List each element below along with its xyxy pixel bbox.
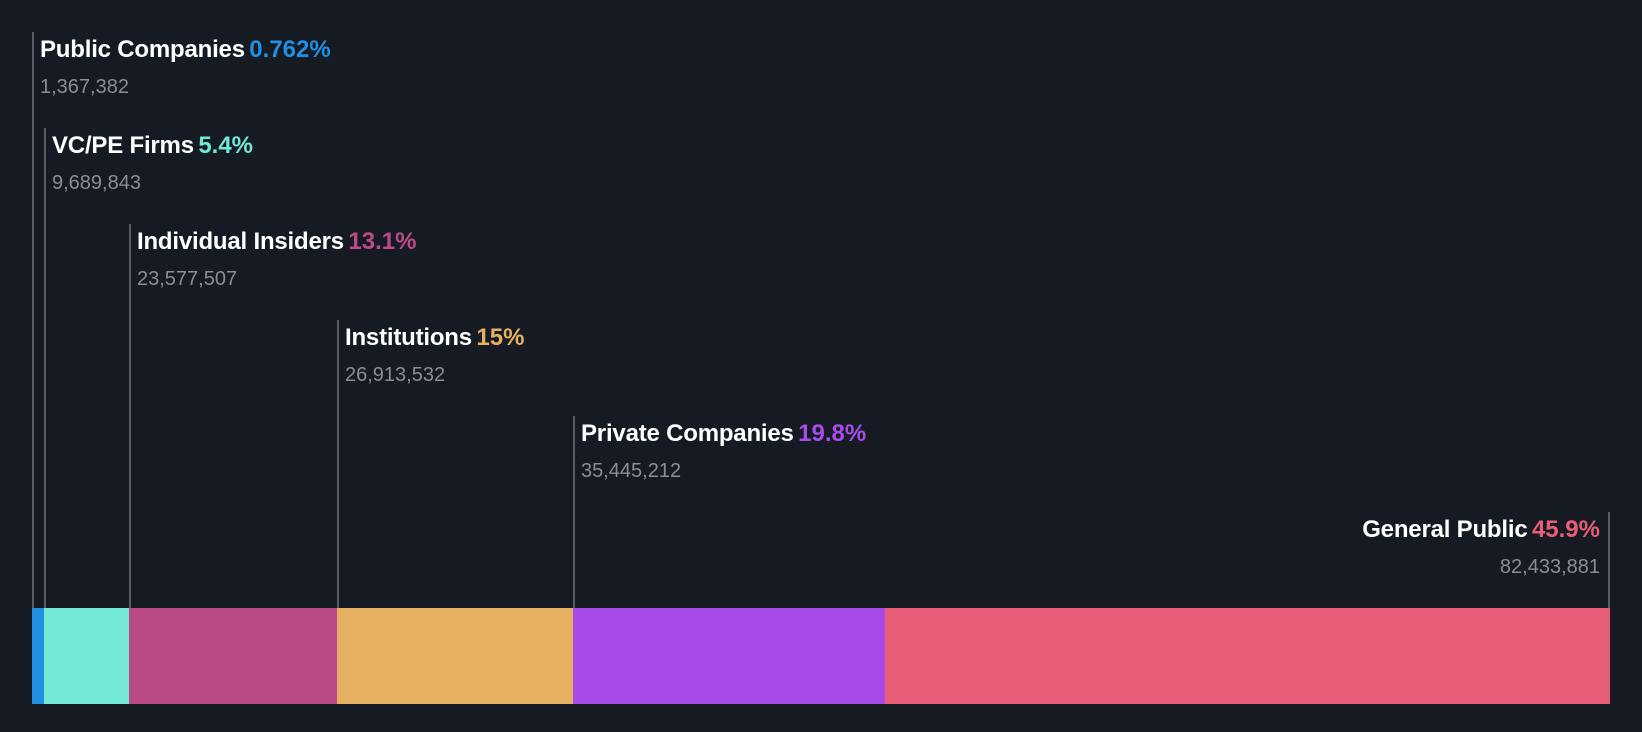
stacked-bar (32, 608, 1610, 704)
bar-segment-institutions[interactable] (337, 608, 573, 704)
segment-name: Public Companies (40, 36, 245, 63)
marker-line-institutions (337, 320, 339, 608)
segment-share-count: 26,913,532 (345, 364, 446, 386)
bar-segment-individual-insiders[interactable] (129, 608, 337, 704)
segment-share-count: 9,689,843 (52, 172, 141, 194)
bar-segment-private-companies[interactable] (573, 608, 885, 704)
segment-percent: 19.8% (798, 420, 867, 447)
label-private-companies: Private Companies 19.8% 35,445,212 (581, 420, 866, 483)
segment-share-count: 35,445,212 (581, 460, 682, 482)
bar-segment-vcpe-firms[interactable] (44, 608, 129, 704)
segment-name: VC/PE Firms (52, 132, 194, 159)
segment-name: General Public (1362, 516, 1528, 543)
bar-segment-general-public[interactable] (885, 608, 1610, 704)
segment-share-count: 23,577,507 (137, 268, 238, 290)
segment-percent: 0.762% (249, 36, 331, 63)
label-general-public: General Public 45.9% 82,433,881 (1362, 516, 1600, 579)
segment-name: Private Companies (581, 420, 794, 447)
bar-segment-public-companies[interactable] (32, 608, 44, 704)
segment-name: Institutions (345, 324, 472, 351)
label-public-companies: Public Companies 0.762% 1,367,382 (40, 36, 331, 99)
marker-line-vcpe-firms (44, 128, 46, 608)
segment-share-count: 1,367,382 (40, 76, 129, 98)
segment-percent: 13.1% (348, 228, 417, 255)
marker-line-general-public (1608, 512, 1610, 608)
label-institutions: Institutions 15% 26,913,532 (345, 324, 524, 387)
segment-name: Individual Insiders (137, 228, 344, 255)
segment-percent: 15% (476, 324, 525, 351)
label-individual-insiders: Individual Insiders 13.1% 23,577,507 (137, 228, 416, 291)
segment-share-count: 82,433,881 (1499, 556, 1600, 578)
marker-line-private-companies (573, 416, 575, 608)
segment-percent: 5.4% (198, 132, 254, 159)
marker-line-public-companies (32, 32, 34, 608)
marker-line-individual-insiders (129, 224, 131, 608)
segment-percent: 45.9% (1531, 516, 1600, 543)
label-vcpe-firms: VC/PE Firms 5.4% 9,689,843 (52, 132, 253, 195)
